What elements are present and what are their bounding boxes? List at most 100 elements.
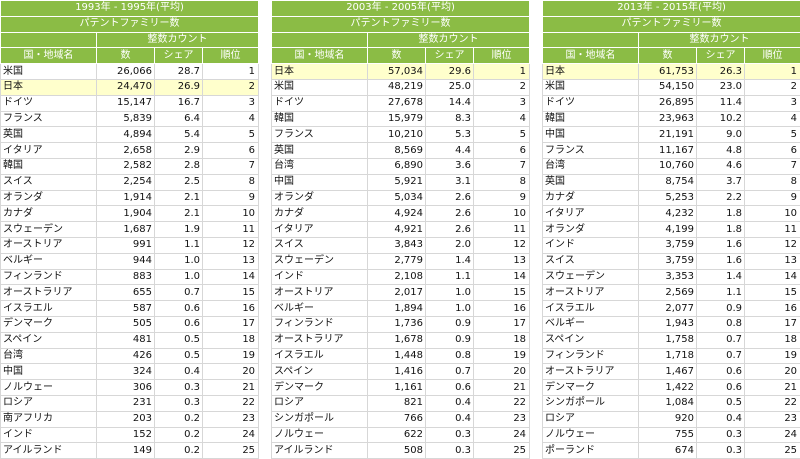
share-value: 0.3 <box>155 395 203 411</box>
rank-value: 21 <box>474 380 530 396</box>
country-name: 中国 <box>272 174 368 190</box>
rank-value: 25 <box>474 443 530 459</box>
rank-value: 24 <box>745 427 800 443</box>
rank-value: 23 <box>745 411 800 427</box>
rank-value: 23 <box>203 411 259 427</box>
patent-count: 674 <box>639 443 697 459</box>
country-name: イスラエル <box>543 301 639 317</box>
patent-count: 426 <box>97 348 155 364</box>
table-subtitle: パテントファミリー数 <box>272 16 530 32</box>
rank-value: 7 <box>203 158 259 174</box>
column-header-name: 国・地域名 <box>543 48 639 64</box>
column-header-rank: 順位 <box>203 48 259 64</box>
country-name: 韓国 <box>543 111 639 127</box>
patent-count: 1,448 <box>368 348 426 364</box>
patent-count: 883 <box>97 269 155 285</box>
period-title: 2013年 - 2015年(平均) <box>543 1 800 17</box>
country-name: オランダ <box>543 222 639 238</box>
share-value: 16.7 <box>155 95 203 111</box>
patent-count: 655 <box>97 285 155 301</box>
share-value: 2.6 <box>426 206 474 222</box>
period-title: 1993年 - 1995年(平均) <box>1 1 259 17</box>
country-name: フランス <box>272 127 368 143</box>
patent-count: 3,759 <box>639 237 697 253</box>
share-value: 2.6 <box>426 222 474 238</box>
patent-count: 1,678 <box>368 332 426 348</box>
country-name: デンマーク <box>1 316 97 332</box>
rank-value: 11 <box>474 222 530 238</box>
patent-count: 11,167 <box>639 143 697 159</box>
patent-count: 6,890 <box>368 158 426 174</box>
country-name: ベルギー <box>1 253 97 269</box>
rank-value: 20 <box>745 364 800 380</box>
country-name: 台湾 <box>543 158 639 174</box>
rank-value: 15 <box>203 285 259 301</box>
column-header-name: 国・地域名 <box>1 48 97 64</box>
rank-value: 4 <box>203 111 259 127</box>
table-subtitle: パテントファミリー数 <box>1 16 259 32</box>
country-name: 米国 <box>1 64 97 80</box>
patent-count: 27,678 <box>368 95 426 111</box>
country-name: デンマーク <box>543 380 639 396</box>
country-name: 英国 <box>1 127 97 143</box>
country-name: ノルウェー <box>1 380 97 396</box>
country-name: ポーランド <box>543 443 639 459</box>
share-value: 4.8 <box>697 143 745 159</box>
rank-value: 3 <box>474 95 530 111</box>
rank-value: 7 <box>474 158 530 174</box>
share-value: 23.0 <box>697 79 745 95</box>
share-value: 0.3 <box>426 427 474 443</box>
patent-count: 1,914 <box>97 190 155 206</box>
patent-count: 26,066 <box>97 64 155 80</box>
share-value: 0.7 <box>697 348 745 364</box>
rank-value: 11 <box>745 222 800 238</box>
country-name: フランス <box>1 111 97 127</box>
share-value: 1.1 <box>155 237 203 253</box>
country-name: スウェーデン <box>543 269 639 285</box>
rank-value: 21 <box>203 380 259 396</box>
patent-count: 4,921 <box>368 222 426 238</box>
patent-count: 920 <box>639 411 697 427</box>
country-name: ロシア <box>543 411 639 427</box>
patent-count: 1,904 <box>97 206 155 222</box>
share-value: 0.6 <box>426 380 474 396</box>
country-name: イスラエル <box>272 348 368 364</box>
patent-count: 2,779 <box>368 253 426 269</box>
rank-value: 23 <box>474 411 530 427</box>
group-header: 整数カウント <box>368 32 530 48</box>
rank-value: 9 <box>203 190 259 206</box>
patent-count: 2,254 <box>97 174 155 190</box>
patent-count: 4,232 <box>639 206 697 222</box>
patent-count: 48,219 <box>368 79 426 95</box>
rank-value: 6 <box>203 143 259 159</box>
share-value: 0.7 <box>697 332 745 348</box>
country-name: 韓国 <box>1 158 97 174</box>
share-value: 0.6 <box>155 316 203 332</box>
header-blank-cell <box>272 32 368 48</box>
rank-value: 2 <box>203 79 259 95</box>
header-subtitle-row: パテントファミリー数 <box>1 16 259 32</box>
country-name: スイス <box>272 237 368 253</box>
country-name: スイス <box>1 174 97 190</box>
